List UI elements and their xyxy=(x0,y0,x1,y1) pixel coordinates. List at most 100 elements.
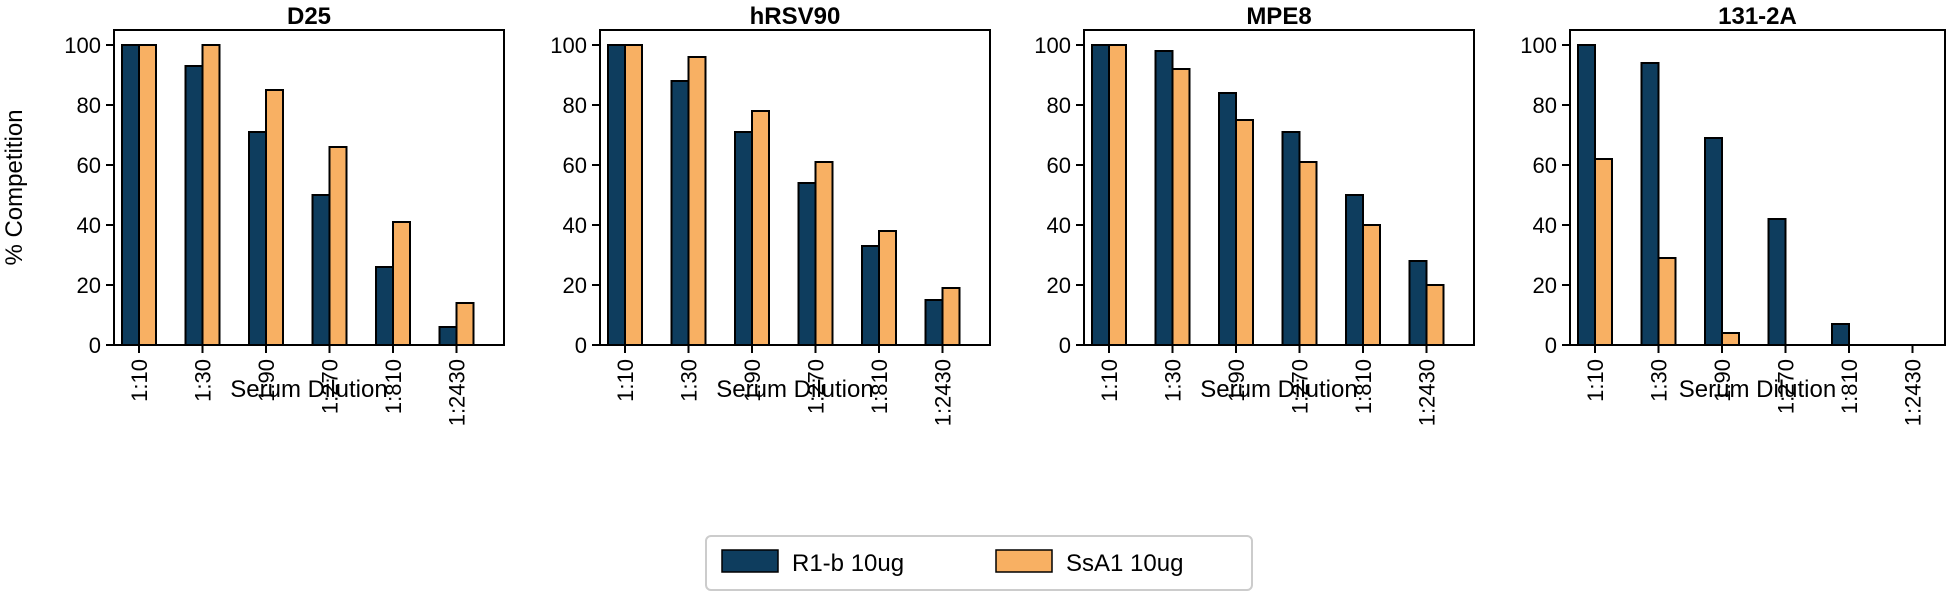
y-tick-label: 20 xyxy=(1533,273,1557,298)
legend-swatch-ssa1 xyxy=(995,549,1053,573)
plot-frame xyxy=(113,29,505,346)
y-tick-label: 20 xyxy=(1047,273,1071,298)
x-tick-label: 1:2430 xyxy=(931,359,956,426)
bar-r1b xyxy=(1345,194,1364,346)
plot-frame xyxy=(599,29,991,346)
bar-r1b xyxy=(1831,323,1850,346)
bar-r1b xyxy=(1640,62,1660,346)
x-tick-label: 1:30 xyxy=(677,359,702,402)
bar-r1b xyxy=(1767,218,1787,346)
y-tick-label: 80 xyxy=(77,93,101,118)
x-tick-label: 1:2430 xyxy=(1901,359,1926,426)
y-tick-label: 20 xyxy=(77,273,101,298)
bar-r1b xyxy=(1577,44,1596,346)
chart-panel-4: 131-2A 0 20 40 60 80 100 1:10 1:30 1:90 1:270 1:810… xyxy=(1520,3,1946,426)
x-tick-label: 1:10 xyxy=(127,359,152,402)
bar-r1b xyxy=(1281,131,1301,346)
y-tick-label: 20 xyxy=(563,273,587,298)
bar-ssa1 xyxy=(1721,332,1740,346)
bar-r1b xyxy=(121,44,140,346)
x-tick-label: 1:90 xyxy=(1710,359,1735,402)
x-axis-label: Serum Dilution xyxy=(1679,376,1836,403)
y-tick-label: 40 xyxy=(1047,213,1071,238)
legend-frame xyxy=(705,535,1253,591)
y-tick-label: 40 xyxy=(77,213,101,238)
bar-ssa1 xyxy=(941,287,961,346)
x-axis-label: Serum Dilution xyxy=(1200,376,1357,403)
y-tick-label: 60 xyxy=(563,153,587,178)
bar-r1b xyxy=(1218,92,1237,346)
bar-r1b xyxy=(1408,260,1428,346)
y-tick-label: 40 xyxy=(1533,213,1557,238)
bar-r1b xyxy=(311,194,331,346)
x-tick-label: 1:10 xyxy=(1583,359,1608,402)
chart-title: hRSV90 xyxy=(750,3,841,30)
bar-ssa1 xyxy=(1235,119,1254,346)
bar-ssa1 xyxy=(201,44,221,346)
chart-panel-1: D25 0 20 40 60 80 100 1:10 1:30 1:90 1:270 1:810 1:2… xyxy=(1,3,505,426)
chart-panel-2: hRSV90 0 20 40 60 80 100 1:10 1:30 1:90 1:270 1:810… xyxy=(550,3,991,426)
legend-label-ssa1: SsA1 10ug xyxy=(1066,550,1183,577)
bar-r1b xyxy=(861,245,880,346)
bar-r1b xyxy=(734,131,753,346)
y-axis-label: % Competition xyxy=(1,109,28,265)
y-tick-label: 80 xyxy=(1047,93,1071,118)
bar-ssa1 xyxy=(1657,257,1677,346)
y-tick-label: 0 xyxy=(1545,333,1557,358)
x-tick-label: 1:30 xyxy=(1161,359,1186,402)
bar-r1b xyxy=(1704,137,1723,346)
legend-label-r1b: R1-b 10ug xyxy=(792,550,904,577)
bar-r1b xyxy=(375,266,394,346)
x-axis-label: Serum Dilution xyxy=(230,376,387,403)
bar-ssa1 xyxy=(878,230,897,346)
bar-r1b xyxy=(797,182,817,346)
x-tick-label: 1:270 xyxy=(318,359,343,414)
bar-ssa1 xyxy=(138,44,157,346)
bar-ssa1 xyxy=(1594,158,1613,346)
x-tick-label: 1:270 xyxy=(804,359,829,414)
y-tick-label: 0 xyxy=(89,333,101,358)
plot-frame xyxy=(1083,29,1475,346)
bar-r1b xyxy=(924,299,944,346)
x-tick-label: 1:810 xyxy=(867,359,892,414)
chart-panel-3: MPE8 0 20 40 60 80 100 1:10 1:30 1:90 1:270 1:810 1:… xyxy=(1034,3,1475,426)
x-tick-label: 1:270 xyxy=(1774,359,1799,414)
y-tick-label: 100 xyxy=(1034,33,1071,58)
x-axis-label: Serum Dilution xyxy=(716,376,873,403)
legend-swatch-r1b xyxy=(721,549,779,573)
y-tick-label: 0 xyxy=(1059,333,1071,358)
chart-title: MPE8 xyxy=(1246,3,1311,30)
x-tick-label: 1:810 xyxy=(381,359,406,414)
y-tick-label: 80 xyxy=(1533,93,1557,118)
bar-r1b xyxy=(438,326,458,346)
x-tick-label: 1:30 xyxy=(1647,359,1672,402)
legend: R1-b 10ug SsA1 10ug xyxy=(705,535,1253,591)
y-tick-label: 0 xyxy=(575,333,587,358)
x-tick-label: 1:810 xyxy=(1837,359,1862,414)
y-tick-label: 100 xyxy=(550,33,587,58)
chart-title: 131-2A xyxy=(1718,3,1797,30)
x-tick-label: 1:10 xyxy=(613,359,638,402)
bar-ssa1 xyxy=(1108,44,1127,346)
x-tick-label: 1:10 xyxy=(1097,359,1122,402)
bar-ssa1 xyxy=(687,56,707,346)
y-tick-label: 60 xyxy=(1047,153,1071,178)
x-tick-label: 1:2430 xyxy=(1415,359,1440,426)
bar-ssa1 xyxy=(455,302,475,346)
chart-panels: D25 0 20 40 60 80 100 1:10 1:30 1:90 1:270 1:810 1:2… xyxy=(1,3,1946,426)
bar-ssa1 xyxy=(265,89,284,346)
bar-ssa1 xyxy=(751,110,770,346)
bar-ssa1 xyxy=(1171,68,1191,346)
x-tick-label: 1:810 xyxy=(1351,359,1376,414)
y-tick-label: 100 xyxy=(1520,33,1557,58)
bar-ssa1 xyxy=(624,44,643,346)
plot-frame xyxy=(1569,29,1946,346)
x-tick-label: 1:90 xyxy=(740,359,765,402)
x-tick-label: 1:90 xyxy=(254,359,279,402)
y-tick-label: 40 xyxy=(563,213,587,238)
chart-title: D25 xyxy=(287,3,331,30)
bar-r1b xyxy=(184,65,204,346)
y-tick-label: 80 xyxy=(563,93,587,118)
x-tick-label: 1:30 xyxy=(191,359,216,402)
